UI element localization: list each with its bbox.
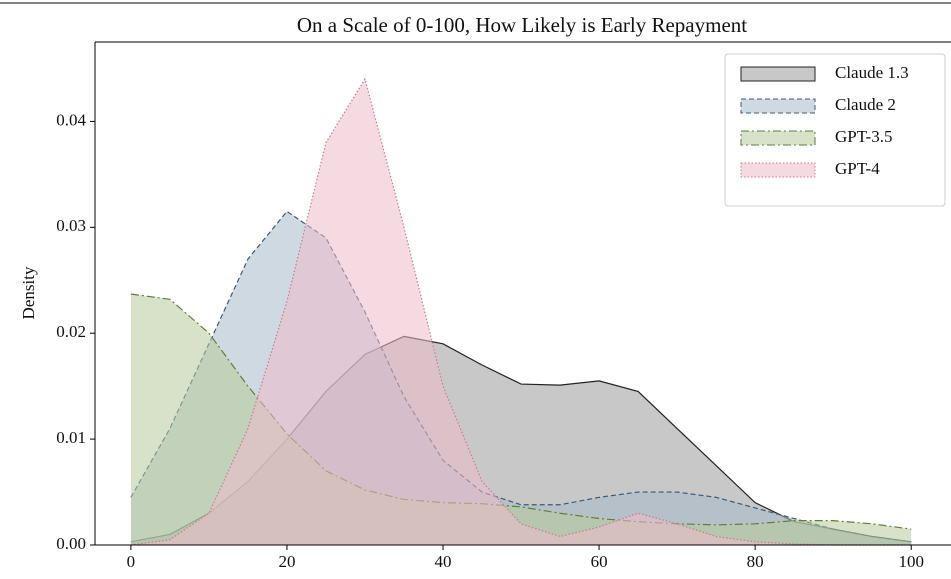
chart-title: On a Scale of 0-100, How Likely is Early… <box>297 13 747 37</box>
y-tick-label: 0.04 <box>56 110 86 129</box>
y-axis-label: Density <box>19 266 38 319</box>
area-fill <box>130 79 912 545</box>
legend-swatch <box>740 162 816 178</box>
x-tick-label: 80 <box>747 552 764 571</box>
area-line <box>130 77 912 546</box>
y-tick-label: 0.02 <box>56 322 86 341</box>
y-tick-label: 0.00 <box>56 534 86 553</box>
legend-label: GPT-4 <box>835 159 880 178</box>
legend-label: GPT-3.5 <box>835 127 892 146</box>
x-tick-label: 60 <box>591 552 608 571</box>
legend-swatch <box>740 98 816 114</box>
x-tick-label: 0 <box>127 552 136 571</box>
x-tick-label: 40 <box>435 552 452 571</box>
legend-label: Claude 2 <box>835 95 896 114</box>
y-tick-label: 0.03 <box>56 216 86 235</box>
y-tick-label: 0.01 <box>56 428 86 447</box>
x-tick-label: 100 <box>898 552 924 571</box>
legend-label: Claude 1.3 <box>835 63 909 82</box>
x-tick-label: 20 <box>278 552 295 571</box>
legend-swatch <box>740 130 816 146</box>
legend-swatch <box>740 66 816 82</box>
